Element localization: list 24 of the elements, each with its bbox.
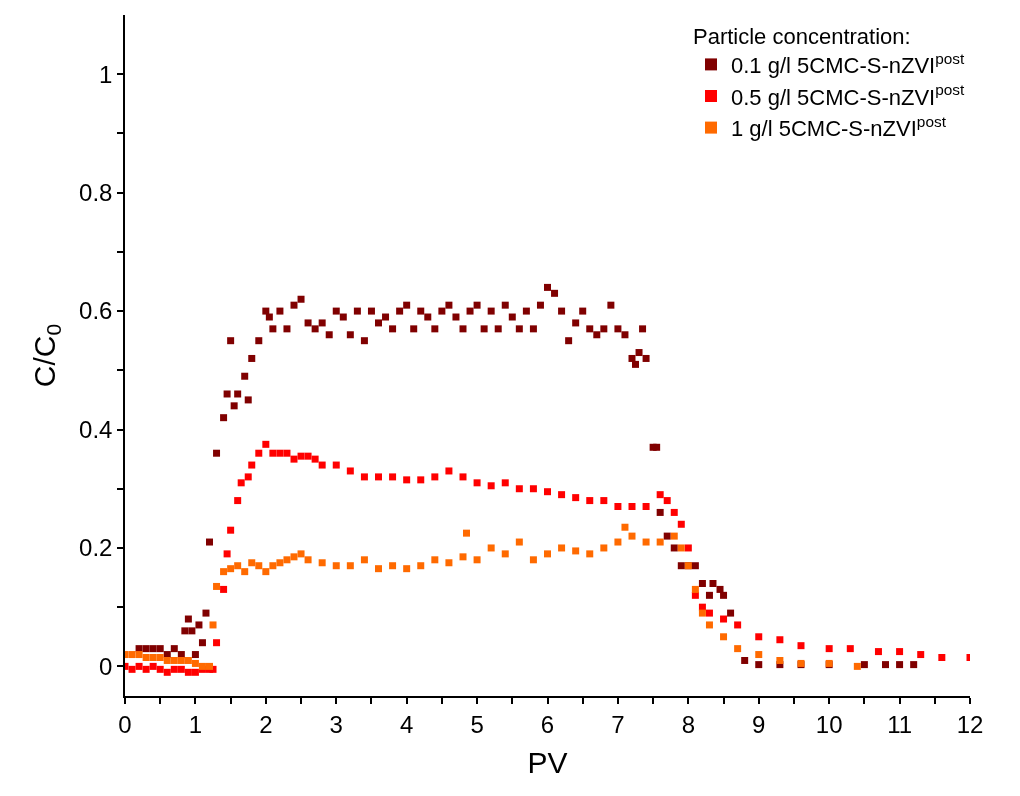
legend-title: Particle concentration: [693, 23, 911, 49]
x-tick-label: 9 [752, 710, 766, 738]
x-tick-label: 4 [399, 710, 414, 738]
x-tick-label: 8 [681, 710, 696, 738]
x-tick-label: 12 [956, 710, 984, 738]
x-tick-label: 11 [887, 710, 913, 738]
x-tick-label: 2 [259, 710, 273, 738]
x-tick-label: 10 [815, 710, 843, 738]
y-tick-label: 0 [99, 652, 113, 680]
y-tick-label: 0.8 [79, 179, 113, 207]
x-axis-title: PV [527, 745, 568, 779]
legend-label: 0.5 g/l 5CMC-S-nZVI$^{post}$ [731, 81, 965, 110]
y-tick-label: 0.6 [79, 297, 113, 325]
x-tick-label: 5 [470, 710, 484, 738]
legend-label: 1 g/l 5CMC-S-nZVI$^{post}$ [731, 112, 947, 142]
y-tick-label: 1 [99, 60, 113, 88]
x-tick-label: 0 [118, 710, 132, 738]
legend-label: 0.1 g/l 5CMC-S-nZVI$^{post}$ [731, 49, 965, 78]
x-tick-label: 6 [540, 710, 555, 738]
x-tick-label: 7 [611, 710, 625, 738]
x-tick-label: 1 [188, 710, 203, 738]
y-tick-label: 0.2 [79, 534, 113, 562]
x-tick-label: 3 [329, 710, 343, 738]
y-tick-label: 0.4 [79, 415, 113, 443]
